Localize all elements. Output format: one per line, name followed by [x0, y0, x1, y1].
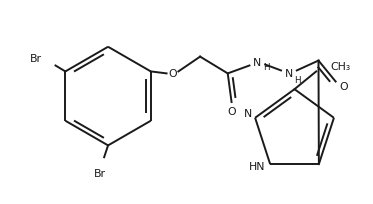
Text: N: N — [253, 57, 261, 67]
Text: N: N — [285, 69, 293, 79]
Text: H: H — [263, 63, 270, 72]
Text: H: H — [294, 75, 301, 84]
Text: HN: HN — [249, 161, 266, 171]
Text: O: O — [168, 69, 177, 79]
Text: N: N — [244, 108, 252, 118]
Text: Br: Br — [94, 168, 106, 178]
Text: O: O — [228, 106, 236, 116]
Text: Br: Br — [30, 53, 42, 63]
Text: O: O — [340, 82, 348, 92]
Text: CH₃: CH₃ — [330, 62, 350, 72]
